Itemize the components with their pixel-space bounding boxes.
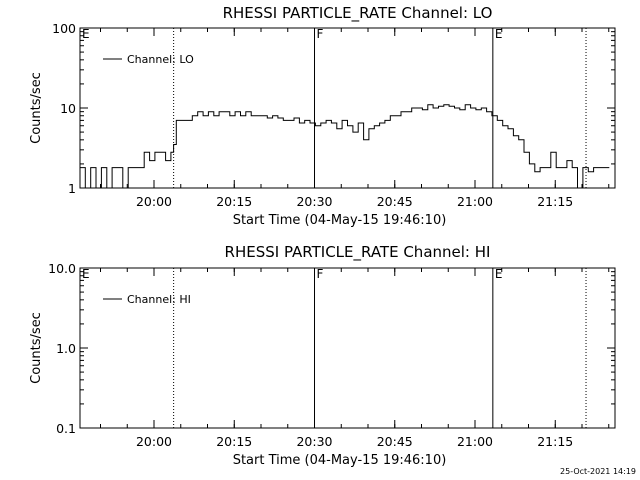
legend-label: Channel: LO xyxy=(127,53,194,66)
legend-label: Channel: HI xyxy=(127,293,191,306)
x-tick-label: 20:15 xyxy=(216,194,252,209)
event-marker-label: E xyxy=(495,267,503,281)
x-tick-label: 20:30 xyxy=(296,434,332,449)
plot-frame xyxy=(79,267,616,429)
x-tick-label: 20:00 xyxy=(136,434,172,449)
y-tick-label: 100 xyxy=(52,21,76,36)
x-tick-label: 20:45 xyxy=(377,434,413,449)
y-tick-label: 1.0 xyxy=(56,341,76,356)
y-tick-label: 10 xyxy=(60,101,76,116)
x-tick-label: 20:00 xyxy=(136,194,172,209)
y-tick-label: 0.1 xyxy=(56,421,76,436)
x-tick-label: 21:15 xyxy=(537,194,573,209)
x-tick-label: 21:15 xyxy=(537,434,573,449)
x-axis-label: Start Time (04-May-15 19:46:10) xyxy=(233,213,447,228)
event-marker-label: E xyxy=(82,27,90,41)
y-axis-label: Counts/sec xyxy=(29,312,44,384)
chart-title: RHESSI PARTICLE_RATE Channel: LO xyxy=(223,4,493,23)
y-tick-label: 10.0 xyxy=(48,261,76,276)
x-tick-label: 20:15 xyxy=(216,434,252,449)
x-tick-label: 21:00 xyxy=(457,194,493,209)
x-axis-label: Start Time (04-May-15 19:46:10) xyxy=(233,453,447,468)
event-marker-label: F xyxy=(317,27,324,41)
x-tick-label: 21:00 xyxy=(457,434,493,449)
chart-title: RHESSI PARTICLE_RATE Channel: HI xyxy=(225,243,491,262)
series-line-1 xyxy=(80,104,610,189)
event-marker-label: E xyxy=(495,27,503,41)
event-marker-label: E xyxy=(82,267,90,281)
y-tick-label: 1 xyxy=(68,181,76,196)
y-axis-label: Counts/sec xyxy=(29,72,44,144)
x-tick-label: 20:45 xyxy=(377,194,413,209)
event-marker-label: F xyxy=(317,267,324,281)
x-tick-label: 20:30 xyxy=(296,194,332,209)
footer-timestamp: 25-Oct-2021 14:19 xyxy=(560,467,636,476)
